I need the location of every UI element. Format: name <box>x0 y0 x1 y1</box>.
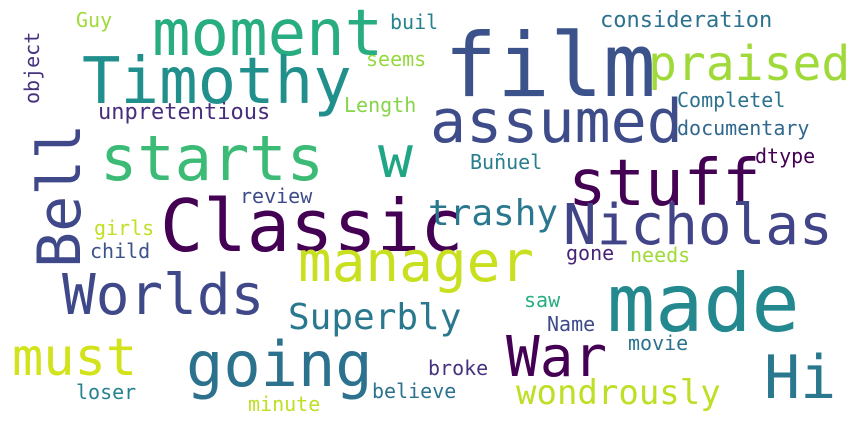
word: w <box>378 123 413 191</box>
word: minute <box>248 392 321 416</box>
word: Worlds <box>62 263 265 328</box>
word: Nicholas <box>563 193 833 258</box>
word: Classic <box>160 184 464 268</box>
word: loser <box>76 380 137 404</box>
word: consideration <box>600 8 773 33</box>
word: Superbly <box>288 297 462 338</box>
word: Buñuel <box>470 150 543 174</box>
word: Hi <box>764 343 837 413</box>
word: review <box>240 184 313 208</box>
word: War <box>506 325 608 390</box>
word: girls <box>94 216 155 240</box>
word: stuff <box>568 147 761 221</box>
word: assumed <box>430 87 683 157</box>
word: seems <box>366 47 427 71</box>
word: saw <box>524 288 561 312</box>
word: manager <box>298 230 535 295</box>
word: unpretentious <box>98 100 271 125</box>
word: movie <box>628 331 689 355</box>
word: starts <box>100 122 324 195</box>
word: praised <box>648 36 851 92</box>
word: made <box>607 257 800 350</box>
word: documentary <box>677 116 810 140</box>
word: child <box>90 239 151 263</box>
word: believe <box>372 379 457 403</box>
word: going <box>186 328 373 401</box>
word: wondrously <box>516 373 721 413</box>
word: Guy <box>76 8 113 32</box>
word: Name <box>547 312 596 336</box>
word: broke <box>428 356 489 380</box>
word: moment <box>152 0 384 71</box>
word: needs <box>630 243 691 267</box>
word: Bell <box>25 123 95 269</box>
word: Completel <box>677 88 786 112</box>
word: object <box>20 31 44 104</box>
word: must <box>12 328 138 388</box>
word: buil <box>390 10 439 34</box>
word: trashy <box>428 193 559 234</box>
word: dtype <box>755 144 816 168</box>
word: Timothy <box>82 45 352 119</box>
word: film <box>444 14 656 117</box>
word: gone <box>566 241 615 265</box>
word: Length <box>344 93 417 117</box>
